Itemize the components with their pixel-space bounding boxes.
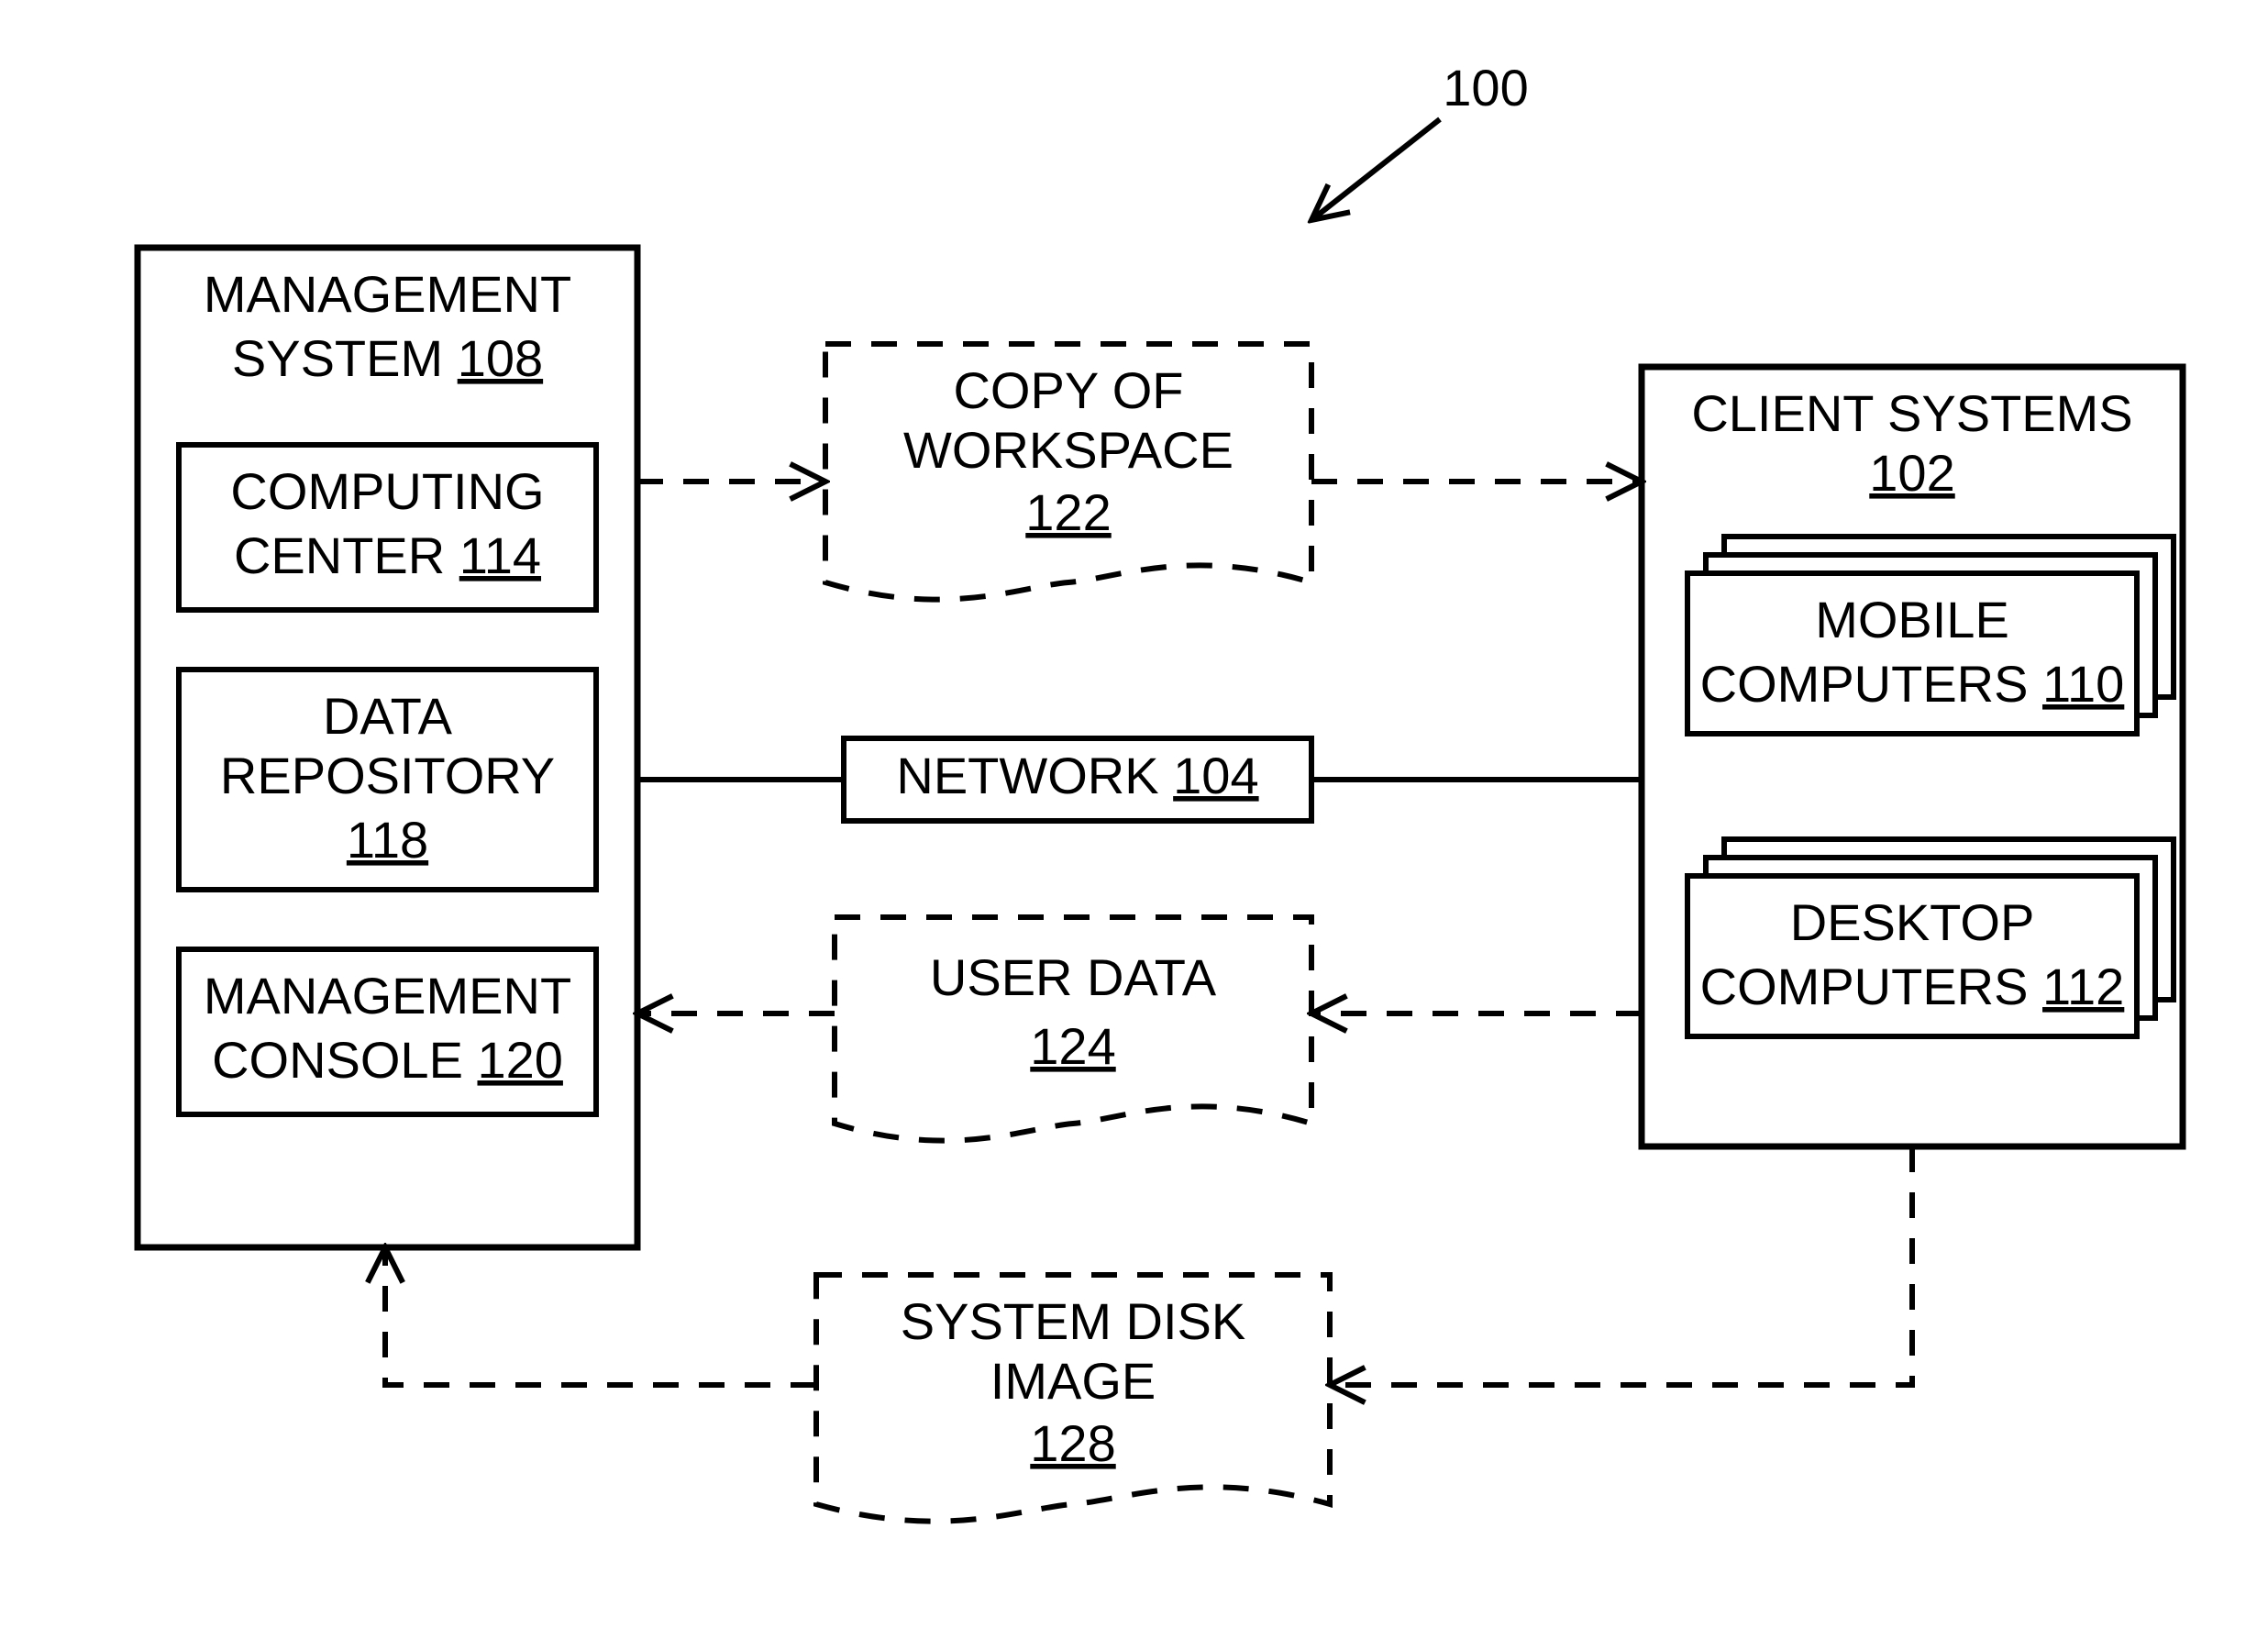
svg-text:USER DATA: USER DATA [930,948,1217,1006]
svg-text:COPY OF: COPY OF [953,361,1183,419]
svg-text:COMPUTING: COMPUTING [230,462,544,520]
svg-text:SYSTEM DISK: SYSTEM DISK [901,1292,1246,1350]
svg-text:CENTER 114: CENTER 114 [234,526,541,584]
svg-text:CLIENT SYSTEMS: CLIENT SYSTEMS [1691,384,2132,442]
svg-text:COMPUTERS 112: COMPUTERS 112 [1700,958,2125,1015]
svg-text:128: 128 [1030,1414,1115,1472]
svg-text:DESKTOP: DESKTOP [1790,893,2035,951]
svg-text:SYSTEM 108: SYSTEM 108 [232,329,543,387]
svg-text:IMAGE: IMAGE [990,1352,1156,1410]
svg-text:102: 102 [1869,444,1954,502]
svg-text:MANAGEMENT: MANAGEMENT [204,265,571,323]
svg-text:MANAGEMENT: MANAGEMENT [204,967,571,1024]
svg-text:124: 124 [1030,1017,1115,1075]
svg-text:MOBILE: MOBILE [1815,591,2009,648]
svg-text:WORKSPACE: WORKSPACE [903,421,1234,479]
svg-text:CONSOLE 120: CONSOLE 120 [212,1031,563,1089]
svg-text:NETWORK 104: NETWORK 104 [896,747,1258,804]
svg-text:REPOSITORY: REPOSITORY [220,747,555,804]
svg-text:DATA: DATA [323,687,453,745]
svg-text:122: 122 [1025,483,1111,541]
svg-text:100: 100 [1443,59,1528,116]
svg-text:118: 118 [347,811,428,869]
svg-text:COMPUTERS 110: COMPUTERS 110 [1700,655,2125,713]
